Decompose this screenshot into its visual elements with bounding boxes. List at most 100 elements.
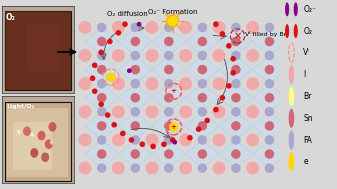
Polygon shape [119, 56, 152, 84]
Circle shape [219, 95, 225, 101]
Polygon shape [119, 27, 152, 56]
Text: O₂: O₂ [6, 13, 16, 22]
Circle shape [213, 49, 225, 62]
Circle shape [196, 126, 202, 132]
Circle shape [231, 70, 236, 76]
Polygon shape [186, 27, 219, 56]
Circle shape [164, 79, 174, 88]
Circle shape [146, 105, 158, 118]
Text: +: + [171, 124, 177, 130]
Circle shape [164, 65, 174, 74]
Circle shape [129, 137, 134, 143]
Circle shape [150, 144, 156, 149]
Circle shape [130, 163, 140, 173]
Circle shape [130, 107, 140, 117]
Circle shape [231, 163, 241, 173]
Circle shape [246, 77, 259, 90]
Polygon shape [186, 56, 219, 84]
Circle shape [106, 72, 116, 82]
Circle shape [98, 101, 104, 107]
Circle shape [164, 121, 174, 131]
Circle shape [79, 133, 91, 146]
Circle shape [112, 162, 125, 175]
Circle shape [146, 77, 158, 90]
Text: Vᴵ: Vᴵ [303, 48, 310, 57]
Circle shape [79, 162, 91, 175]
Circle shape [213, 77, 225, 90]
Circle shape [231, 79, 241, 88]
Circle shape [79, 21, 91, 34]
Circle shape [92, 88, 97, 94]
Circle shape [90, 75, 95, 81]
Circle shape [105, 112, 111, 118]
Circle shape [246, 49, 259, 62]
Circle shape [49, 122, 56, 132]
Circle shape [164, 135, 174, 145]
Circle shape [288, 109, 294, 128]
Circle shape [265, 149, 274, 159]
Circle shape [231, 121, 241, 131]
Circle shape [130, 121, 140, 131]
Text: I: I [303, 70, 306, 79]
Circle shape [111, 122, 117, 128]
Polygon shape [219, 84, 253, 112]
Circle shape [179, 133, 192, 146]
Polygon shape [219, 112, 253, 140]
Circle shape [187, 135, 193, 141]
Circle shape [130, 23, 140, 32]
Circle shape [294, 2, 298, 16]
Circle shape [265, 51, 274, 60]
Polygon shape [85, 27, 119, 56]
Circle shape [265, 107, 274, 117]
Text: Vᴵ filled by Br⁻: Vᴵ filled by Br⁻ [245, 31, 289, 37]
Circle shape [197, 135, 207, 145]
Circle shape [137, 22, 142, 26]
Polygon shape [85, 112, 119, 140]
Circle shape [226, 83, 232, 89]
Circle shape [265, 163, 274, 173]
Text: ×: × [234, 31, 242, 41]
Polygon shape [219, 140, 253, 168]
Circle shape [213, 133, 225, 146]
Circle shape [97, 93, 106, 102]
Polygon shape [152, 56, 186, 84]
Circle shape [130, 37, 140, 46]
Circle shape [231, 37, 241, 46]
Circle shape [265, 65, 274, 74]
Circle shape [179, 49, 192, 62]
Bar [7, 108, 68, 177]
Circle shape [213, 21, 219, 27]
Circle shape [265, 79, 274, 88]
Polygon shape [186, 140, 219, 168]
Circle shape [285, 24, 289, 38]
Circle shape [219, 31, 225, 37]
Circle shape [231, 93, 241, 102]
Circle shape [288, 65, 294, 84]
Circle shape [164, 107, 174, 117]
Circle shape [246, 162, 259, 175]
Circle shape [130, 93, 140, 102]
Polygon shape [152, 27, 186, 56]
Circle shape [79, 105, 91, 118]
Circle shape [265, 23, 274, 32]
Circle shape [197, 163, 207, 173]
Polygon shape [253, 140, 286, 168]
Circle shape [173, 140, 177, 144]
Circle shape [197, 65, 207, 74]
Circle shape [112, 77, 125, 90]
Circle shape [164, 51, 174, 60]
Polygon shape [186, 84, 219, 112]
Polygon shape [85, 56, 119, 84]
Circle shape [288, 152, 294, 171]
Circle shape [164, 163, 174, 173]
Circle shape [265, 93, 274, 102]
Circle shape [205, 118, 210, 123]
Circle shape [231, 107, 241, 117]
Polygon shape [152, 112, 186, 140]
Circle shape [231, 135, 241, 145]
Circle shape [231, 65, 241, 74]
Circle shape [97, 79, 106, 88]
Text: FA: FA [303, 136, 312, 145]
Circle shape [130, 135, 140, 145]
Circle shape [197, 37, 207, 46]
